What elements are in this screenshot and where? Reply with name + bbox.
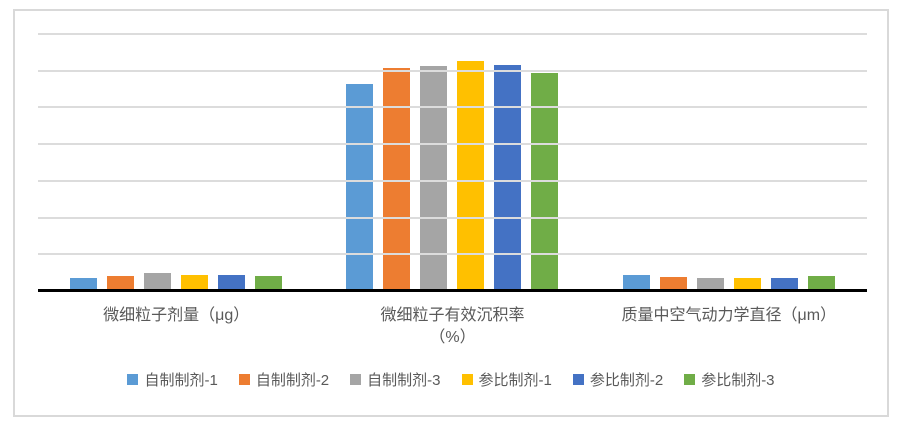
x-axis-line	[38, 289, 867, 292]
legend-label: 参比制剂-3	[701, 372, 775, 389]
legend-item: 自制制剂-2	[238, 369, 330, 390]
legend-swatch-icon	[350, 374, 362, 385]
bar-自制制剂-1	[346, 84, 374, 290]
bar-参比制剂-1	[181, 274, 209, 290]
bar-group	[38, 33, 314, 290]
bar-参比制剂-2	[494, 64, 522, 290]
bar-参比制剂-3	[255, 275, 283, 290]
gridline	[38, 69, 867, 72]
legend-swatch-icon	[127, 374, 139, 385]
legend-label: 自制制剂-3	[367, 372, 441, 389]
bar-自制制剂-1	[70, 277, 98, 290]
bar-groups	[38, 33, 867, 290]
bar-参比制剂-2	[218, 274, 246, 290]
legend-swatch-icon	[684, 374, 696, 385]
bar-参比制剂-1	[733, 277, 761, 290]
category-label-line: 微细粒子剂量（μg）	[103, 307, 250, 324]
bar-参比制剂-1	[457, 60, 485, 290]
bar-自制制剂-3	[696, 278, 724, 290]
bar-自制制剂-1	[622, 275, 650, 290]
gridline	[38, 253, 867, 256]
category-label: 微细粒子剂量（μg）	[38, 305, 314, 349]
legend-item: 参比制剂-1	[461, 369, 552, 390]
legend-label: 自制制剂-1	[144, 372, 218, 389]
legend-swatch-icon	[238, 374, 250, 385]
gridline	[38, 106, 867, 109]
legend-swatch-icon	[572, 374, 584, 385]
plot-area	[38, 33, 867, 292]
bar-自制制剂-2	[383, 68, 411, 290]
gridline	[38, 33, 867, 35]
legend-item: 参比制剂-3	[684, 369, 775, 390]
category-label: 质量中空气动力学直径（μm）	[591, 305, 867, 349]
gridline	[38, 179, 867, 182]
category-label-line: （%）	[429, 329, 476, 346]
bar-参比制剂-2	[770, 277, 798, 290]
bar-group	[591, 33, 867, 290]
bar-自制制剂-2	[107, 275, 135, 290]
bar-自制制剂-2	[659, 277, 687, 290]
gridline	[38, 216, 867, 219]
x-axis-labels: 微细粒子剂量（μg） 微细粒子有效沉积率 （%） 质量中空气动力学直径（μm）	[38, 305, 867, 349]
category-label: 微细粒子有效沉积率 （%）	[314, 305, 590, 349]
bar-group	[314, 33, 590, 290]
bar-自制制剂-3	[144, 272, 172, 290]
legend-item: 自制制剂-3	[350, 369, 441, 390]
legend-item: 参比制剂-2	[572, 369, 664, 390]
legend: 自制制剂-1 自制制剂-2 自制制剂-3 参比制剂-1 参比制剂-2 参比制剂-3	[15, 369, 887, 390]
legend-label: 参比制剂-1	[478, 372, 552, 389]
category-label-line: 质量中空气动力学直径（μm）	[621, 307, 837, 324]
gridline	[38, 143, 867, 146]
bar-参比制剂-3	[807, 276, 835, 290]
chart-frame: 微细粒子剂量（μg） 微细粒子有效沉积率 （%） 质量中空气动力学直径（μm） 自制制…	[13, 9, 889, 417]
legend-label: 自制制剂-2	[255, 372, 330, 389]
legend-item: 自制制剂-1	[127, 369, 218, 390]
category-label-line: 微细粒子有效沉积率	[380, 307, 525, 324]
legend-swatch-icon	[461, 374, 473, 385]
legend-label: 参比制剂-2	[589, 372, 664, 389]
bar-自制制剂-3	[420, 66, 448, 290]
